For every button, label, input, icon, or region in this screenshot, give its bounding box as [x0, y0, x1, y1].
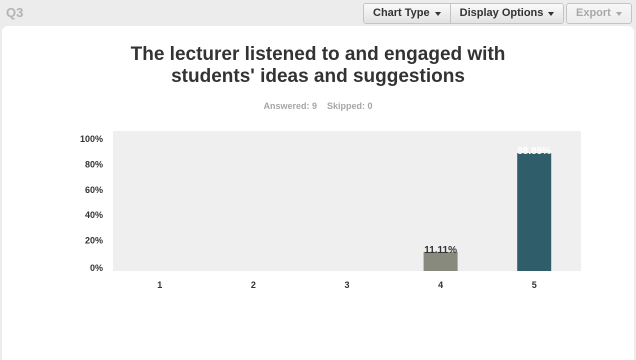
- y-tick-label-3: 60%: [85, 185, 103, 195]
- chevron-down-icon: [548, 11, 555, 16]
- bar-5: [517, 153, 552, 271]
- chevron-down-icon: [434, 11, 441, 16]
- chart-title-line-1: The lecturer listened to and engaged wit…: [130, 44, 506, 65]
- skipped-count: Skipped: 0: [327, 101, 373, 111]
- x-tick-label-1: 1: [157, 280, 162, 290]
- display-options-label: Display Options: [459, 7, 544, 19]
- chart-controls: Chart Type Display Options: [363, 3, 565, 24]
- answered-count: Answered: 9: [263, 101, 317, 111]
- toolbar: Q3 Chart Type Display Options Export: [0, 0, 636, 26]
- display-options-button[interactable]: Display Options: [449, 4, 564, 23]
- export-controls: Export: [566, 3, 632, 24]
- y-tick-label-0: 0%: [90, 263, 103, 273]
- data-label-5: 88.89%: [517, 146, 551, 157]
- response-summary: Answered: 9 Skipped: 0: [2, 101, 634, 111]
- x-tick-label-3: 3: [344, 280, 349, 290]
- chart-type-label: Chart Type: [373, 7, 430, 19]
- y-tick-label-1: 20%: [85, 236, 103, 246]
- export-button[interactable]: Export: [567, 4, 631, 23]
- chart-type-button[interactable]: Chart Type: [364, 4, 450, 23]
- x-tick-label-4: 4: [438, 280, 443, 290]
- y-tick-label-2: 40%: [85, 210, 103, 220]
- data-label-4: 11.11%: [424, 245, 457, 256]
- x-tick-label-5: 5: [532, 280, 537, 290]
- bar-4: [423, 251, 458, 271]
- y-tick-label-5: 100%: [80, 134, 103, 144]
- x-tick-label-2: 2: [251, 280, 256, 290]
- y-tick-label-4: 80%: [85, 159, 103, 169]
- chart-title: The lecturer listened to and engaged wit…: [2, 44, 634, 88]
- export-label: Export: [576, 7, 611, 19]
- question-label: Q3: [6, 5, 24, 20]
- chart-title-line-2: students' ideas and suggestions: [171, 66, 465, 87]
- chevron-down-icon: [615, 11, 622, 16]
- plot-area: [113, 131, 581, 271]
